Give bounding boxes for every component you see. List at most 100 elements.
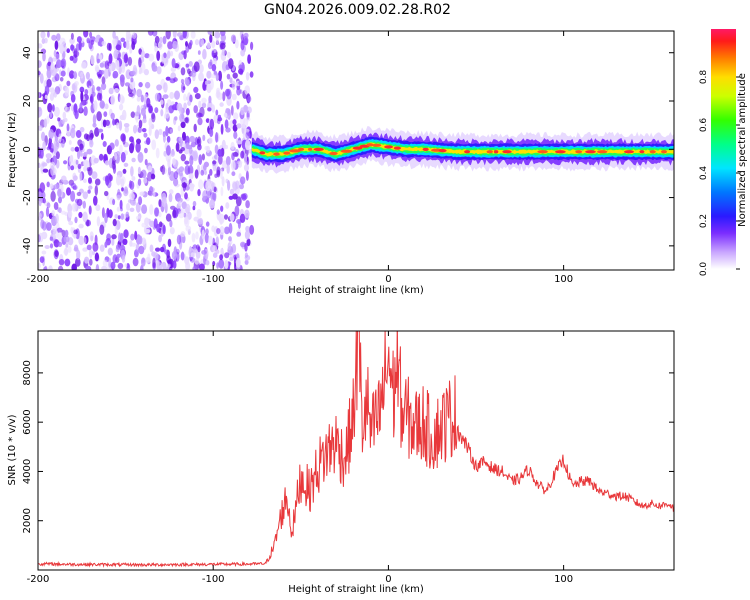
noise-speckle <box>73 50 80 58</box>
noise-speckle <box>130 70 136 76</box>
noise-speckle <box>154 129 159 140</box>
snr-xtick-label: -200 <box>27 574 50 585</box>
noise-speckle <box>119 245 126 252</box>
noise-speckle <box>196 244 200 251</box>
noise-speckle <box>243 163 250 172</box>
noise-speckle <box>74 244 79 252</box>
noise-speckle <box>63 160 68 165</box>
noise-speckle <box>154 92 160 102</box>
noise-speckle <box>180 147 185 152</box>
noise-speckle <box>119 74 125 83</box>
noise-speckle <box>123 229 129 239</box>
noise-speckle <box>138 245 145 255</box>
signal-hotspot <box>273 152 280 156</box>
noise-speckle <box>189 39 193 46</box>
noise-speckle <box>187 100 192 106</box>
noise-speckle <box>227 242 231 251</box>
noise-speckle <box>209 118 215 130</box>
noise-speckle <box>39 256 45 263</box>
noise-speckle <box>79 172 83 182</box>
noise-speckle <box>179 113 185 123</box>
noise-speckle <box>246 238 251 247</box>
noise-speckle <box>66 80 71 87</box>
noise-speckle <box>66 48 70 54</box>
noise-speckle <box>70 190 76 202</box>
noise-speckle <box>99 70 105 75</box>
signal-hotspot <box>597 150 608 154</box>
noise-speckle <box>184 165 191 175</box>
noise-speckle <box>44 245 50 249</box>
noise-speckle <box>76 191 82 197</box>
noise-speckle <box>83 106 88 116</box>
noise-speckle <box>166 50 171 59</box>
noise-speckle <box>93 100 98 111</box>
noise-speckle <box>44 94 48 100</box>
noise-speckle <box>116 253 121 258</box>
snr-xlabel: Height of straight line (km) <box>288 584 424 595</box>
noise-speckle <box>185 225 192 232</box>
noise-speckle <box>65 243 69 248</box>
chart-title: GN04.2026.009.02.28.R02 <box>264 2 451 18</box>
noise-speckle <box>188 61 193 67</box>
noise-speckle <box>236 100 240 110</box>
noise-speckle <box>104 212 108 224</box>
noise-speckle <box>43 118 48 128</box>
noise-speckle <box>198 72 204 82</box>
noise-speckle <box>197 50 201 55</box>
noise-speckle <box>147 165 153 173</box>
signal-hotspot <box>661 150 667 154</box>
noise-speckle <box>184 160 190 165</box>
noise-speckle <box>80 72 84 79</box>
noise-speckle <box>195 231 199 240</box>
noise-speckle <box>191 141 196 148</box>
signal-hotspot <box>438 149 447 153</box>
noise-speckle <box>149 204 154 215</box>
noise-speckle <box>210 74 217 79</box>
signal-hotspot <box>384 145 393 149</box>
noise-speckle <box>38 199 42 207</box>
noise-speckle <box>220 42 226 50</box>
noise-speckle <box>121 255 126 263</box>
noise-speckle <box>73 175 78 181</box>
noise-speckle <box>217 149 223 157</box>
noise-speckle <box>207 42 211 49</box>
noise-speckle <box>138 235 143 245</box>
noise-speckle <box>120 176 126 185</box>
noise-speckle <box>57 117 61 122</box>
noise-speckle <box>215 109 219 116</box>
noise-speckle <box>245 117 251 122</box>
noise-speckle <box>55 213 59 224</box>
colorbar-tick-label: 0.0 <box>699 262 709 277</box>
noise-speckle <box>189 94 193 103</box>
noise-speckle <box>79 150 83 157</box>
noise-speckle <box>244 242 248 252</box>
signal-hotspot <box>624 150 634 154</box>
signal-hotspot <box>329 151 338 156</box>
noise-speckle <box>180 67 186 76</box>
noise-speckle <box>104 103 109 110</box>
noise-speckle <box>64 258 71 267</box>
noise-speckle <box>221 48 226 56</box>
noise-speckle <box>71 263 77 270</box>
noise-speckle <box>62 111 67 119</box>
noise-speckle <box>212 57 217 66</box>
noise-speckle <box>211 104 215 113</box>
noise-speckle <box>142 118 147 124</box>
noise-speckle <box>130 77 134 83</box>
noise-speckle <box>68 155 73 167</box>
noise-speckle <box>84 256 90 264</box>
noise-speckle <box>208 137 213 144</box>
noise-speckle <box>204 80 208 85</box>
noise-speckle <box>229 188 235 195</box>
noise-speckle <box>206 145 211 154</box>
noise-speckle <box>75 258 81 267</box>
noise-speckle <box>74 216 78 224</box>
noise-speckle <box>53 183 60 190</box>
noise-speckle <box>148 117 153 128</box>
colorbar-label: Normalized spectral amplitude <box>737 73 748 227</box>
spectrogram-ytick-label: 40 <box>22 46 33 59</box>
noise-speckle <box>243 37 248 46</box>
noise-speckle <box>224 119 229 129</box>
signal-hotspot <box>585 150 596 154</box>
noise-speckle <box>230 251 235 261</box>
